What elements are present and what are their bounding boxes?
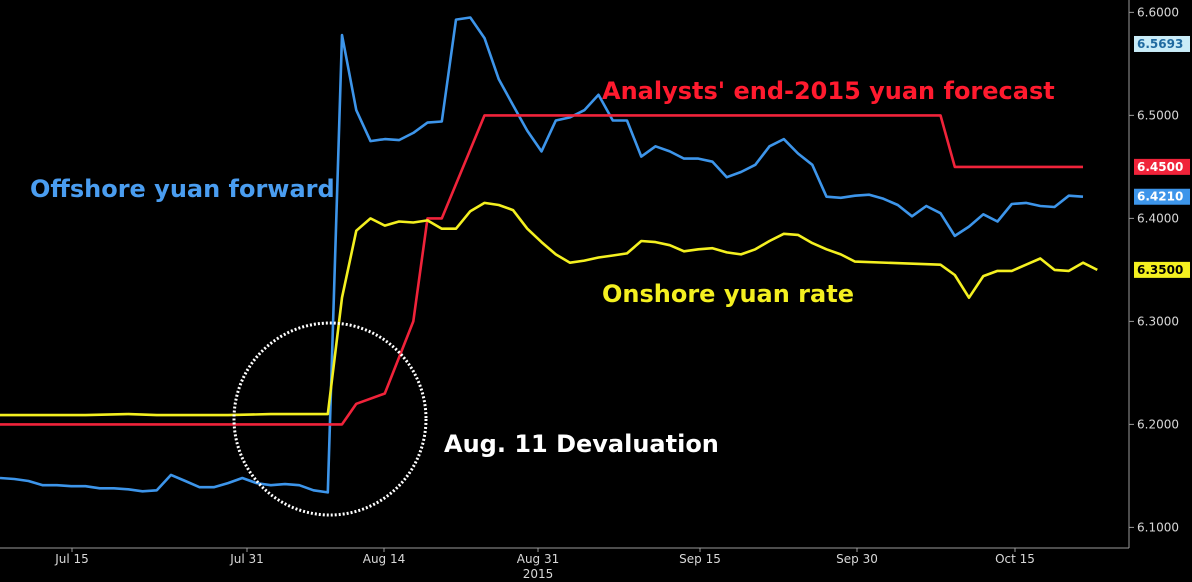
series-line-1 <box>0 114 1083 426</box>
offshore-yuan-forward-label: Offshore yuan forward <box>30 175 335 203</box>
x-tick-label: Sep 30 <box>836 552 878 566</box>
price-tag-text: 6.5693 <box>1137 37 1183 51</box>
series-lines <box>0 16 1098 494</box>
y-tick-label: 6.2000 <box>1137 417 1179 431</box>
y-tick-label: 6.6000 <box>1137 5 1179 19</box>
price-tag-text: 6.4210 <box>1137 190 1183 204</box>
series-line-0 <box>0 16 1084 494</box>
y-tick-label: 6.1000 <box>1137 520 1179 534</box>
price-tag-3: 6.3500 <box>1134 261 1190 278</box>
y-tick-label: 6.5000 <box>1137 108 1179 122</box>
price-tag-2: 6.4210 <box>1134 188 1190 205</box>
devaluation-circle <box>232 321 428 517</box>
x-tick-label: Sep 15 <box>679 552 721 566</box>
x-tick-label: Oct 15 <box>995 552 1035 566</box>
x-tick-label: Jul 31 <box>229 552 264 566</box>
price-tag-text: 6.4500 <box>1137 160 1183 174</box>
onshore-yuan-rate-label: Onshore yuan rate <box>602 280 854 308</box>
x-tick-label: Jul 15 <box>54 552 89 566</box>
price-tag-box <box>1134 261 1190 278</box>
price-tag-0: 6.5693 <box>1134 35 1190 52</box>
y-axis-ticks: 6.1000 6.2000 6.3000 6.4000 6.5000 6.6000 <box>1129 5 1179 534</box>
y-tick-label: 6.3000 <box>1137 314 1179 328</box>
price-tag-box <box>1134 188 1190 205</box>
price-tag-box <box>1134 158 1190 175</box>
x-tick-label: Aug 31 <box>517 552 560 566</box>
price-tags: 6.5693 6.4500 6.4210 6.3500 <box>1134 35 1190 278</box>
series-line-2 <box>0 201 1098 417</box>
devaluation-label: Aug. 11 Devaluation <box>444 430 719 458</box>
x-tick-label: Aug 14 <box>363 552 406 566</box>
price-tag-box <box>1134 35 1190 52</box>
forecast-label: Analysts' end-2015 yuan forecast <box>602 77 1055 105</box>
x-tick-year-label: 2015 <box>523 567 554 581</box>
price-tag-1: 6.4500 <box>1134 158 1190 175</box>
y-tick-label: 6.4000 <box>1137 211 1179 225</box>
price-tag-text: 6.3500 <box>1137 263 1183 277</box>
